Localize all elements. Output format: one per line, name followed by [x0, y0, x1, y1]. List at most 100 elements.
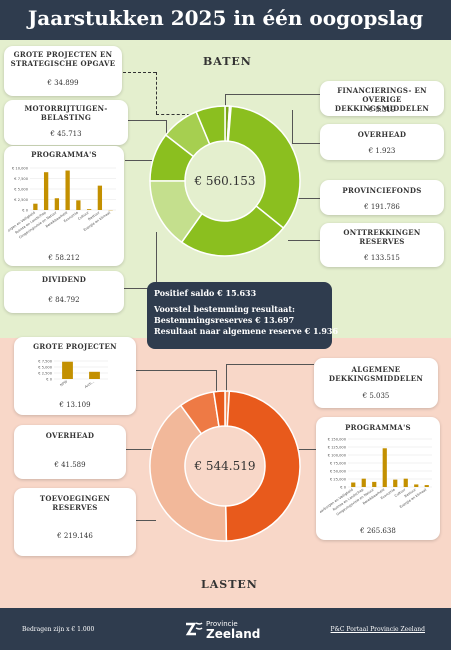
mini-bar	[43, 172, 49, 210]
card-title: OVERHEAD	[357, 130, 407, 139]
card-motorrijtuigenbelasting: MOTORRIJTUIGEN-BELASTING € 45.713	[4, 100, 128, 145]
mini-bar	[33, 203, 38, 210]
leader-line	[125, 160, 155, 161]
mini-category-label: Arch...	[84, 380, 95, 390]
card-title: PROVINCIEFONDS	[342, 186, 422, 195]
mini-bar	[65, 170, 70, 210]
mini-bar	[351, 482, 356, 487]
card-value: € 41.589	[54, 461, 86, 469]
card-provinciefonds: PROVINCIEFONDS € 191.786	[320, 180, 444, 215]
card-value: € 13.109	[59, 401, 91, 409]
leader-line	[156, 232, 157, 288]
mini-tick-label: € 125,000	[328, 446, 347, 450]
saldo-text: Voorstel bestemming resultaat:	[154, 304, 295, 314]
card-value: € 5.035	[362, 392, 390, 400]
card-programmas-lasten: PROGRAMMA'S € 150,000 € 125,000 € 100,000 €…	[316, 417, 440, 540]
mini-category-label: Cultuur	[394, 487, 407, 498]
mini-tick-label: € 75,000	[330, 462, 347, 466]
mini-bar	[97, 185, 103, 210]
leader-line	[124, 288, 156, 289]
mini-category-label: Bestuur	[87, 210, 101, 221]
card-title: TOEVOEGINGEN RESERVES	[39, 494, 111, 512]
card-title: GROTE PROJECTEN	[33, 342, 117, 351]
donut-segment-grote_projecten	[195, 105, 226, 146]
mini-category-label: Cultuur	[77, 210, 90, 221]
portal-link[interactable]: P&C Portaal Provincie Zeeland	[330, 626, 425, 633]
card-value: € 265.638	[360, 527, 396, 535]
lasten-label: LASTEN	[201, 578, 258, 591]
logo-small-text: Provincie	[206, 620, 238, 628]
mini-category-label: NPW	[59, 379, 68, 387]
card-value: € 133.515	[364, 254, 400, 262]
card-title: MOTORRIJTUIGEN-BELASTING	[24, 104, 108, 122]
leader-line	[136, 370, 216, 371]
mini-bar	[76, 200, 81, 210]
donut-segment-programmas	[224, 390, 301, 542]
card-toevoegingen-reserves: TOEVOEGINGEN RESERVES € 219.146	[14, 488, 136, 556]
mini-tick-label: € 5,000	[38, 366, 52, 370]
leader-line	[128, 120, 166, 121]
baten-total: € 560.153	[194, 174, 256, 188]
card-title: OVERHEAD	[45, 431, 95, 440]
baten-donut	[149, 105, 301, 257]
lasten-donut	[149, 390, 301, 542]
donut-segment-provinciefonds	[227, 105, 301, 230]
zeeland-logo-icon	[185, 622, 203, 636]
leader-line	[292, 110, 293, 143]
leader-line	[226, 364, 227, 402]
leader-line	[296, 449, 316, 450]
card-value: € 45.713	[50, 130, 82, 138]
card-overhead-lasten: OVERHEAD € 41.589	[14, 425, 126, 479]
leader-line	[216, 370, 217, 406]
leader-line	[225, 94, 320, 95]
donut-segment-toevoegingen	[149, 404, 228, 542]
footer-bar: Bedragen zijn x € 1.000 Provincie Zeelan…	[0, 608, 451, 650]
card-grote-projecten-lasten: GROTE PROJECTEN € 7,500 € 5,000 € 2,500 € 0…	[14, 337, 136, 415]
mini-bar	[372, 481, 377, 487]
programmas-mini-chart: € 150,000 € 125,000 € 100,000 € 75,000 € 50,…	[320, 438, 432, 517]
card-title: FINANCIERINGS- EN OVERIGE DEKKINGSMIDDEL…	[334, 86, 430, 113]
card-value: € 84.792	[48, 296, 80, 304]
grote-projecten-mini-chart: € 7,500 € 5,000 € 2,500 € 0 NPW Arch...	[38, 360, 108, 390]
saldo-box: Positief saldo € 15.633 Voorstel bestemm…	[147, 282, 339, 349]
baten-label: BATEN	[203, 55, 252, 68]
footer-note: Bedragen zijn x € 1.000	[22, 626, 95, 633]
mini-bar	[54, 198, 60, 210]
mini-bar	[414, 484, 419, 487]
mini-tick-label: € 100,000	[328, 454, 347, 458]
card-value: € 219.146	[57, 532, 93, 540]
mini-bar	[361, 478, 366, 487]
card-value: € 1.923	[368, 147, 396, 155]
leader-line	[118, 72, 156, 73]
card-title: DIVIDEND	[41, 275, 87, 284]
leader-line	[136, 520, 156, 521]
leader-line	[126, 449, 162, 450]
card-title: PROGRAMMA'S	[345, 423, 411, 432]
card-algemene-dekkingsmiddelen: ALGEMENE DEKKINGSMIDDELEN € 5.035	[314, 358, 438, 408]
leader-line	[288, 240, 320, 241]
mini-tick-label: € 0	[340, 486, 346, 490]
saldo-text: Resultaat naar algemene reserve € 1.936	[154, 326, 339, 336]
mini-tick-label: € 7,500	[14, 177, 28, 181]
header-bar	[0, 0, 451, 40]
mini-bar	[89, 371, 100, 379]
leader-line	[292, 143, 320, 144]
mini-tick-label: € 0	[46, 378, 52, 382]
card-grote-projecten-baten: GROTE PROJECTEN EN STRATEGISCHE OPGAVE €…	[4, 46, 122, 96]
card-title: GROTE PROJECTEN EN STRATEGISCHE OPGAVE	[10, 50, 116, 68]
mini-tick-label: € 50,000	[330, 470, 347, 474]
mini-tick-label: € 7,500	[38, 360, 52, 364]
page-title: Jaarstukken 2025 in één oogopslag	[27, 6, 424, 30]
mini-bar	[424, 485, 429, 487]
donut-segment-grote_projecten	[212, 390, 226, 428]
mini-tick-label: € 25,000	[330, 478, 347, 482]
mini-category-label: Bestuur	[404, 487, 418, 498]
card-overhead-baten: OVERHEAD € 1.923	[320, 124, 444, 160]
mini-bar	[393, 479, 398, 487]
saldo-text: Positief saldo € 15.633	[154, 288, 257, 298]
provincie-zeeland-logo: Provincie Zeeland	[206, 620, 260, 641]
leader-line	[226, 364, 314, 365]
card-title: ONTTREKKINGEN RESERVES	[343, 228, 421, 246]
leader-line	[225, 94, 226, 108]
